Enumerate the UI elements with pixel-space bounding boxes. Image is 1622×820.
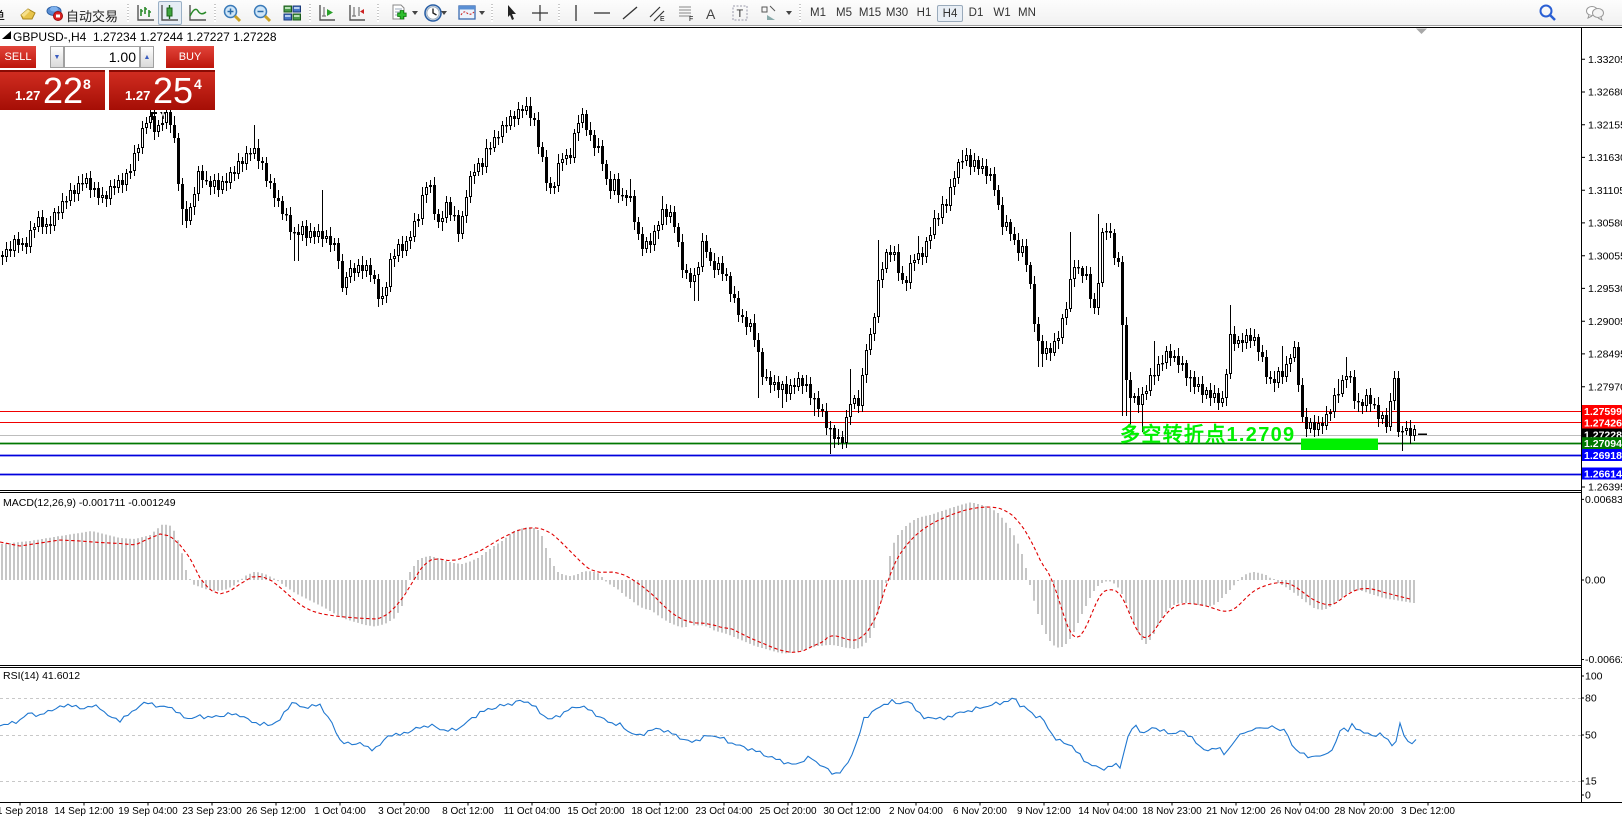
svg-text:1.32680: 1.32680 (1588, 87, 1622, 99)
svg-text:1.27094: 1.27094 (1584, 438, 1622, 450)
svg-text:26 Sep 12:00: 26 Sep 12:00 (246, 806, 306, 817)
svg-text:18 Oct 12:00: 18 Oct 12:00 (631, 806, 689, 817)
svg-text:多空转折点1.2709: 多空转折点1.2709 (1120, 422, 1295, 446)
svg-text:1.27970: 1.27970 (1588, 381, 1622, 393)
svg-text:11 Sep 2018: 11 Sep 2018 (0, 806, 48, 817)
svg-text:1.27599: 1.27599 (1584, 406, 1622, 418)
svg-text:21 Nov 12:00: 21 Nov 12:00 (1206, 806, 1266, 817)
svg-text:1 Oct 04:00: 1 Oct 04:00 (314, 806, 366, 817)
svg-text:8 Oct 12:00: 8 Oct 12:00 (442, 806, 494, 817)
svg-text:14 Nov 04:00: 14 Nov 04:00 (1078, 806, 1138, 817)
svg-text:1.27426: 1.27426 (1584, 418, 1622, 430)
svg-text:3 Dec 12:00: 3 Dec 12:00 (1401, 806, 1455, 817)
svg-text:1.26918: 1.26918 (1584, 450, 1622, 462)
svg-text:50: 50 (1585, 730, 1597, 742)
svg-text:1.29530: 1.29530 (1588, 283, 1622, 295)
svg-text:1.32155: 1.32155 (1588, 119, 1622, 131)
svg-text:23 Oct 04:00: 23 Oct 04:00 (695, 806, 753, 817)
svg-text:11 Oct 04:00: 11 Oct 04:00 (504, 806, 561, 817)
svg-text:23 Sep 23:00: 23 Sep 23:00 (182, 806, 242, 817)
svg-text:1.31105: 1.31105 (1588, 185, 1622, 197)
svg-text:9 Nov 12:00: 9 Nov 12:00 (1017, 806, 1071, 817)
svg-text:15 Oct 20:00: 15 Oct 20:00 (567, 806, 625, 817)
svg-text:1.33205: 1.33205 (1588, 54, 1622, 66)
svg-text:1.29005: 1.29005 (1588, 316, 1622, 328)
svg-text:MACD(12,26,9) -0.001711 -0.001: MACD(12,26,9) -0.001711 -0.001249 (3, 497, 176, 509)
svg-text:14 Sep 12:00: 14 Sep 12:00 (54, 806, 114, 817)
svg-text:1.28495: 1.28495 (1588, 349, 1622, 361)
svg-text:-0.006624: -0.006624 (1585, 654, 1622, 666)
svg-text:F: F (689, 16, 693, 23)
svg-text:0: 0 (1585, 790, 1591, 802)
svg-text:30 Oct 12:00: 30 Oct 12:00 (823, 806, 881, 817)
svg-text:26 Nov 04:00: 26 Nov 04:00 (1270, 806, 1330, 817)
svg-text:18 Nov 23:00: 18 Nov 23:00 (1142, 806, 1202, 817)
svg-text:1.26395: 1.26395 (1588, 482, 1622, 494)
svg-text:T: T (737, 8, 744, 20)
svg-text:25 Oct 20:00: 25 Oct 20:00 (759, 806, 817, 817)
svg-text:1.31630: 1.31630 (1588, 152, 1622, 164)
svg-text:E: E (660, 16, 665, 23)
svg-text:6 Nov 20:00: 6 Nov 20:00 (953, 806, 1007, 817)
svg-text:1.30580: 1.30580 (1588, 218, 1622, 230)
svg-text:100: 100 (1585, 671, 1603, 683)
svg-text:1.30055: 1.30055 (1588, 250, 1622, 262)
svg-text:RSI(14) 41.6012: RSI(14) 41.6012 (3, 670, 80, 682)
svg-text:0.00: 0.00 (1585, 575, 1606, 587)
svg-text:28 Nov 20:00: 28 Nov 20:00 (1334, 806, 1394, 817)
svg-text:80: 80 (1585, 693, 1597, 705)
svg-text:2 Nov 04:00: 2 Nov 04:00 (889, 806, 943, 817)
svg-text:0.006831: 0.006831 (1585, 494, 1622, 506)
svg-text:3 Oct 20:00: 3 Oct 20:00 (378, 806, 430, 817)
svg-text:19 Sep 04:00: 19 Sep 04:00 (118, 806, 178, 817)
svg-text:1.26614: 1.26614 (1584, 469, 1622, 481)
svg-text:15: 15 (1585, 776, 1597, 788)
